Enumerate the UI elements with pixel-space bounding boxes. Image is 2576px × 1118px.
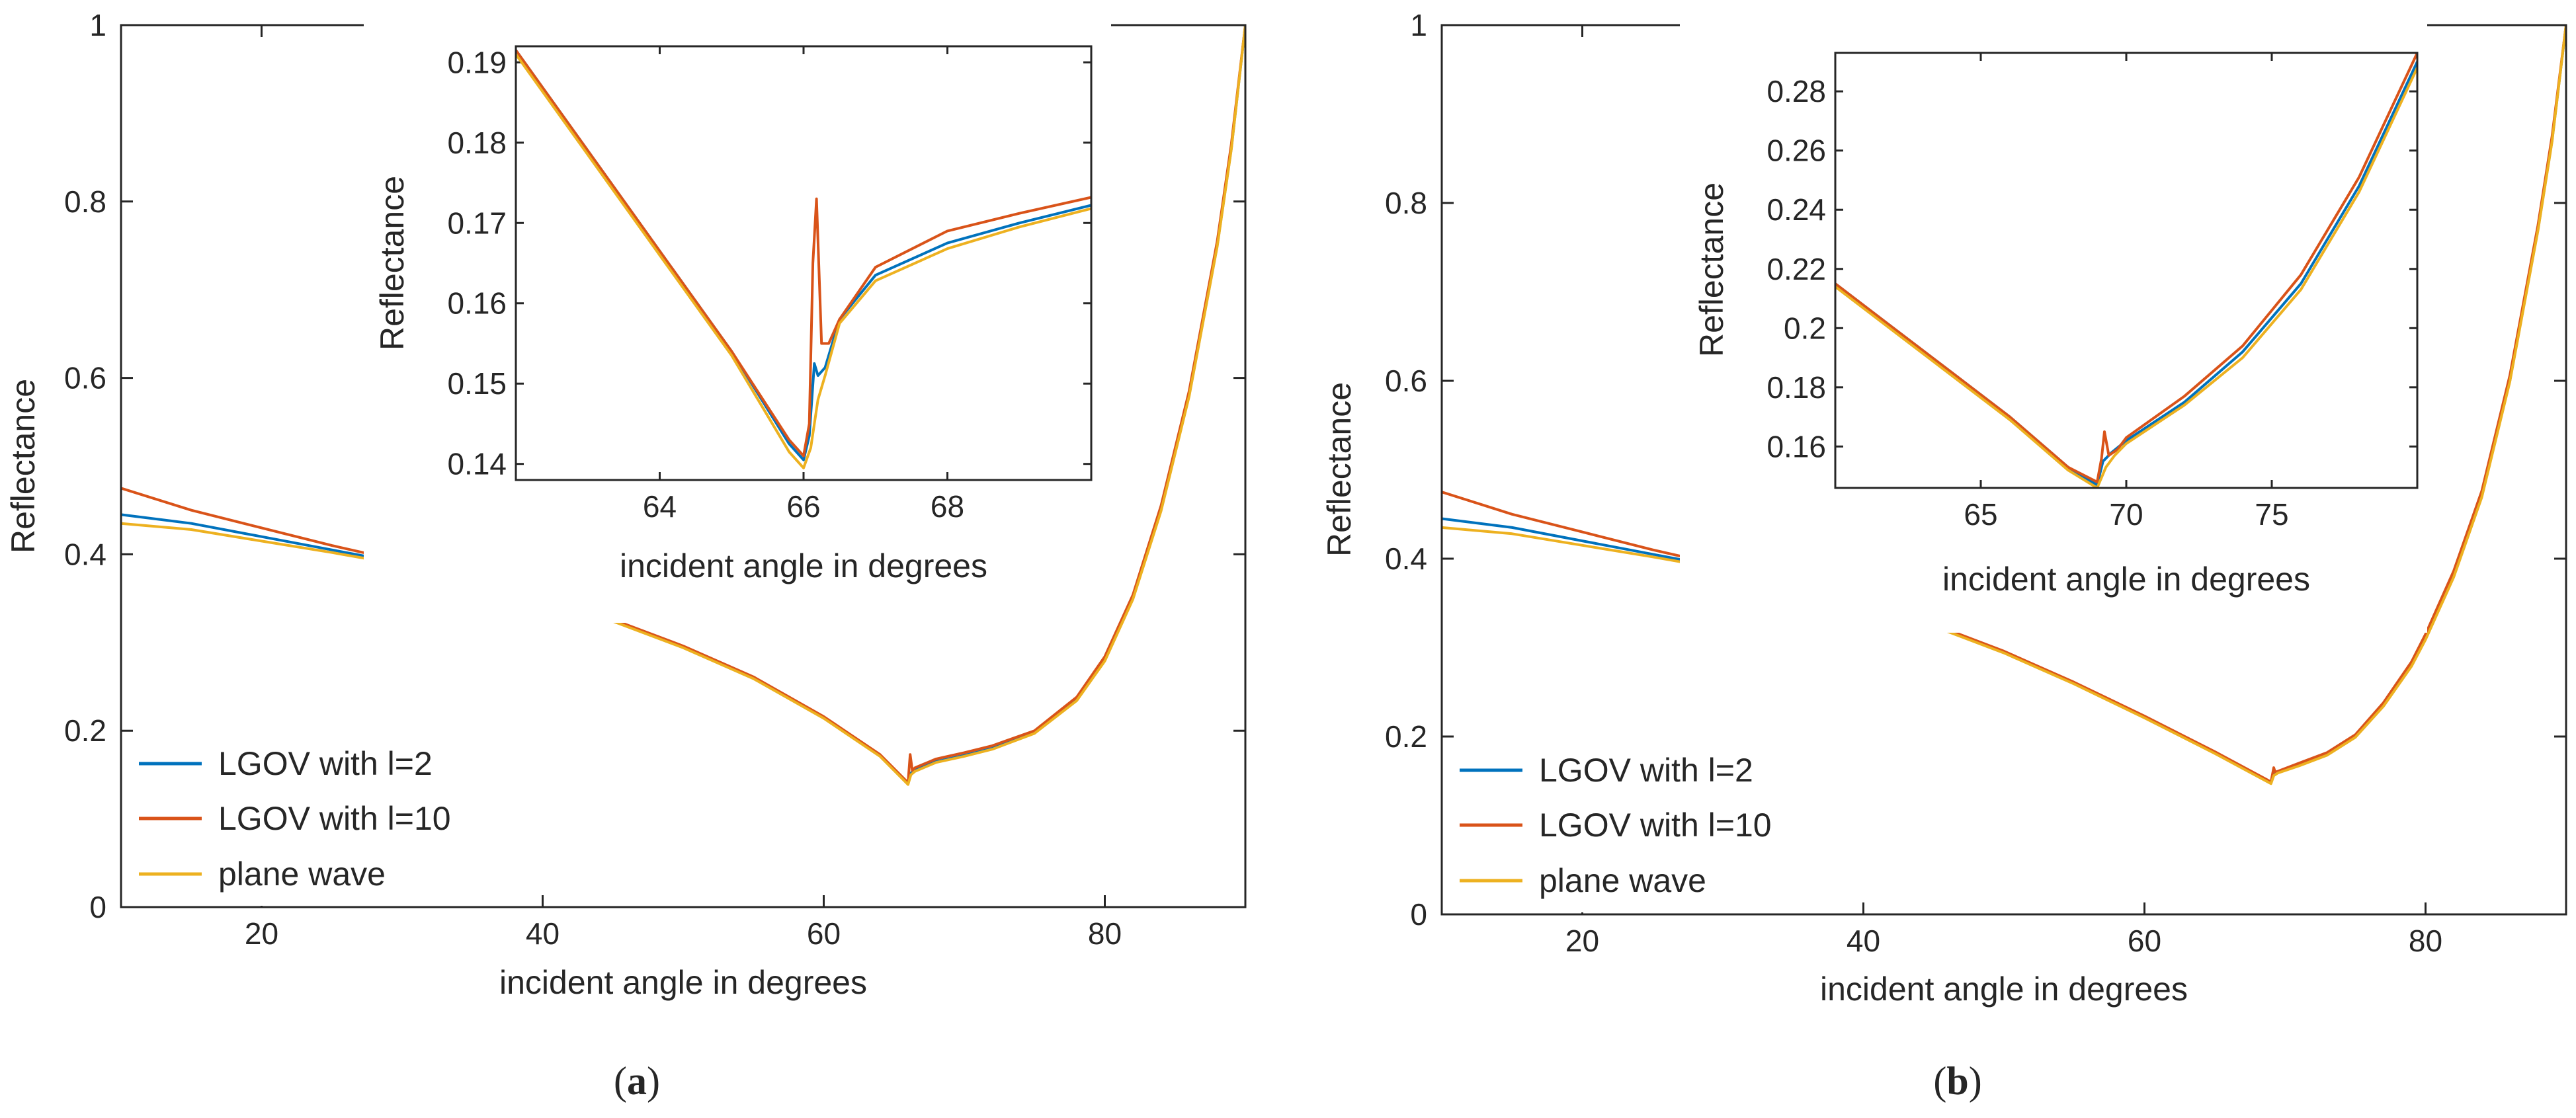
panel-b-inset-y-tick-label-3: 0.22 xyxy=(1766,252,1826,286)
panel-a-legend-label-l2: LGOV with l=2 xyxy=(218,745,433,782)
panel-b-inset: 65 70 75 0.16 0.18 0.2 0.22 0.24 0.26 0.28 incide… xyxy=(1680,15,2427,633)
panel-b-inset-y-tick-label-4: 0.24 xyxy=(1766,192,1826,227)
panel-a-inset-y-tick-label-3: 0.17 xyxy=(447,206,507,240)
panel-b-x-tick-label-2: 60 xyxy=(2128,924,2161,958)
panel-b-legend-label-plane: plane wave xyxy=(1539,862,1706,899)
panel-b-y-tick-label-0: 0 xyxy=(1410,897,1427,932)
panel-a-y-tick-label-4: 0.8 xyxy=(64,184,106,219)
panel-b-inset-series-lgov-with-l-10 xyxy=(1835,53,2417,483)
panel-b-inset-x-tick-label-0: 65 xyxy=(1964,497,1997,532)
panel-a-x-tick-label-0: 20 xyxy=(245,916,278,951)
panel-a-inset-x-tick-label-0: 64 xyxy=(643,489,677,524)
panel-a-inset-y-tick-label-5: 0.19 xyxy=(447,45,507,79)
panel-b-legend: LGOV with l=2 LGOV with l=10 plane wave xyxy=(1445,742,1772,912)
panel-a-y-tick-label-3: 0.6 xyxy=(64,361,106,395)
panel-b-y-tick-label-1: 0.2 xyxy=(1385,719,1427,754)
panel-b-legend-label-l10: LGOV with l=10 xyxy=(1539,807,1772,844)
panel-b-inset-ticks: 65 70 75 0.16 0.18 0.2 0.22 0.24 0.26 0.28 xyxy=(1766,53,2417,532)
panel-b-inset-axes-frame xyxy=(1835,53,2417,488)
panel-a-inset-axes-frame xyxy=(516,46,1091,480)
panel-b-inset-y-tick-label-2: 0.2 xyxy=(1784,311,1826,345)
panel-b-y-axis-label: Reflectance xyxy=(1321,382,1358,557)
panel-b-letter-text: b xyxy=(1946,1059,1968,1103)
panel-a-inset-series-lines xyxy=(516,49,1091,469)
panel-a-inset-series-plane-wave xyxy=(516,53,1091,469)
panel-a-x-tick-label-1: 40 xyxy=(526,916,560,951)
panel-a-letter-text: a xyxy=(627,1059,647,1103)
panel-a-inset-x-axis-label: incident angle in degrees xyxy=(620,547,987,584)
panel-b-y-tick-label-4: 0.8 xyxy=(1385,186,1427,220)
panel-b-inset-axes-box xyxy=(1834,52,2419,489)
panel-a-legend-label-plane: plane wave xyxy=(218,856,386,893)
panel-b-inset-x-tick-label-2: 75 xyxy=(2255,497,2288,532)
panel-b-x-tick-label-1: 40 xyxy=(1847,924,1880,958)
panel-a-legend: LGOV with l=2 LGOV with l=10 plane wave xyxy=(124,736,451,906)
panel-a-x-tick-label-2: 60 xyxy=(807,916,841,951)
panel-b-x-tick-label-0: 20 xyxy=(1565,924,1599,958)
panel-b-x-axis-label: incident angle in degrees xyxy=(1820,971,2188,1008)
panel-a-inset-y-tick-label-0: 0.14 xyxy=(447,447,507,481)
panel-a-inset-axes-box xyxy=(515,45,1093,481)
panel-b-x-tick-label-3: 80 xyxy=(2409,924,2442,958)
panel-a-inset: 64 66 68 0.14 0.15 0.16 0.17 0.18 0.19 incident … xyxy=(364,8,1111,623)
panel-b-letter: (b) xyxy=(1933,1059,1981,1103)
panel-a-y-tick-label-0: 0 xyxy=(89,890,106,924)
panel-a-legend-label-l10: LGOV with l=10 xyxy=(218,800,451,837)
panel-a-inset-series-lgov-with-l-10 xyxy=(516,49,1091,458)
panel-b-inset-series-plane-wave xyxy=(1835,67,2417,488)
panel-b-inset-y-axis-label: Reflectance xyxy=(1693,182,1730,357)
panel-a-inset-y-tick-label-1: 0.15 xyxy=(447,366,507,401)
panel-b-y-tick-label-3: 0.6 xyxy=(1385,364,1427,398)
panel-a-inset-y-axis-label: Reflectance xyxy=(374,176,411,350)
panel-a-inset-y-tick-label-2: 0.16 xyxy=(447,286,507,321)
panel-b-legend-label-l2: LGOV with l=2 xyxy=(1539,752,1753,789)
panel-a-y-tick-label-5: 1 xyxy=(89,8,106,42)
panel-b-inset-y-tick-label-0: 0.16 xyxy=(1766,429,1826,463)
panel-a: 20 40 60 80 0 0.2 0.4 0.6 0.8 1 incident angle in… xyxy=(5,8,1247,1103)
panel-a-y-tick-label-2: 0.4 xyxy=(64,537,106,571)
panel-b-inset-x-tick-label-1: 70 xyxy=(2109,497,2143,532)
panel-a-inset-ticks: 64 66 68 0.14 0.15 0.16 0.17 0.18 0.19 xyxy=(447,45,1091,524)
panel-b-y-tick-label-5: 1 xyxy=(1410,8,1427,42)
panel-a-x-axis-label: incident angle in degrees xyxy=(499,964,867,1001)
panel-b-y-tick-label-2: 0.4 xyxy=(1385,541,1427,576)
panel-b-inset-x-axis-label: incident angle in degrees xyxy=(1942,561,2310,598)
panel-a-inset-x-tick-label-2: 68 xyxy=(931,489,964,524)
panel-a-inset-x-tick-label-1: 66 xyxy=(786,489,820,524)
panel-b-inset-y-tick-label-5: 0.26 xyxy=(1766,134,1826,168)
panel-a-inset-y-tick-label-4: 0.18 xyxy=(447,126,507,160)
panel-a-y-tick-label-1: 0.2 xyxy=(64,713,106,748)
panel-b-inset-y-tick-label-6: 0.28 xyxy=(1766,74,1826,108)
panel-b-inset-y-tick-label-1: 0.18 xyxy=(1766,370,1826,405)
panel-b-inset-series-lines xyxy=(1835,53,2417,488)
panel-a-y-axis-label: Reflectance xyxy=(5,379,42,553)
panel-a-letter: (a) xyxy=(614,1059,660,1103)
panel-a-x-tick-label-3: 80 xyxy=(1088,916,1122,951)
panel-b: 20 40 60 80 0 0.2 0.4 0.6 0.8 1 incident angle in… xyxy=(1321,8,2567,1103)
